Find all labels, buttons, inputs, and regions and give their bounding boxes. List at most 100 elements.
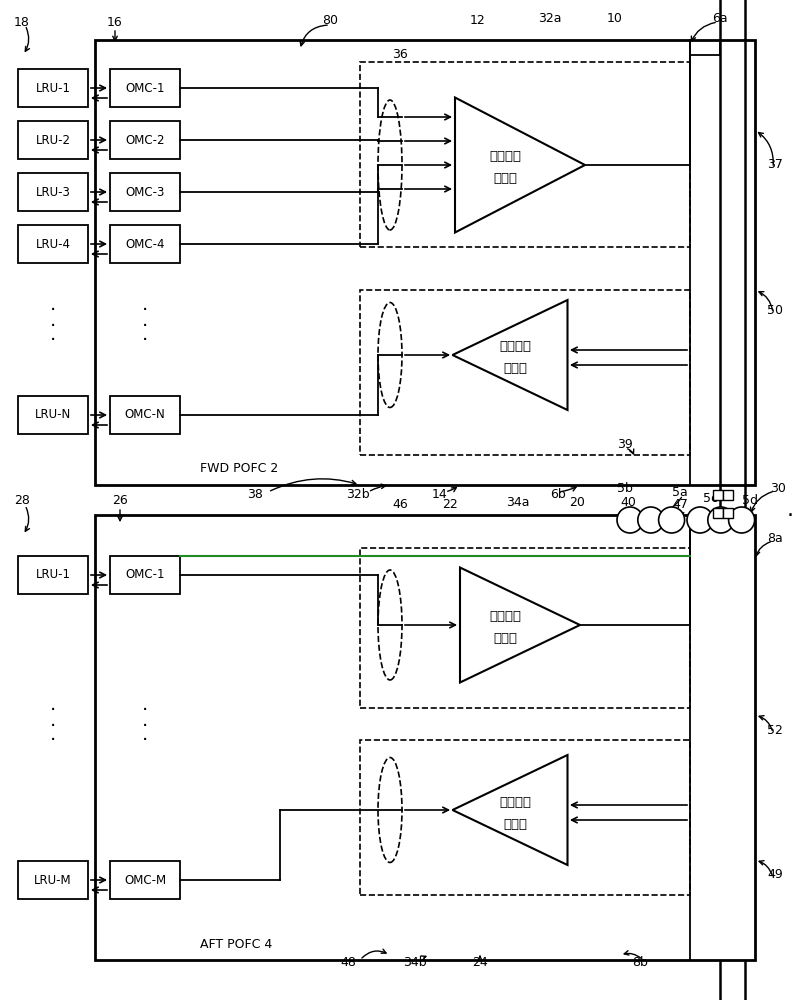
Text: OMC-2: OMC-2 bbox=[126, 133, 165, 146]
Text: 49: 49 bbox=[767, 868, 783, 882]
Text: .: . bbox=[142, 696, 148, 714]
Text: 6b: 6b bbox=[550, 488, 566, 500]
Text: 发射光学: 发射光学 bbox=[489, 610, 521, 624]
Text: 50: 50 bbox=[767, 304, 783, 316]
Bar bbox=[723, 490, 733, 500]
Text: 52: 52 bbox=[767, 724, 783, 736]
Text: .: . bbox=[142, 710, 148, 730]
Polygon shape bbox=[452, 755, 568, 865]
Text: LRU-3: LRU-3 bbox=[35, 186, 71, 198]
Text: 5a: 5a bbox=[672, 486, 688, 498]
Text: 混合器: 混合器 bbox=[503, 818, 527, 830]
Text: 16: 16 bbox=[107, 15, 123, 28]
Text: .: . bbox=[142, 726, 148, 744]
Circle shape bbox=[729, 507, 754, 533]
Bar bbox=[18, 556, 88, 594]
Text: 12: 12 bbox=[470, 13, 486, 26]
Bar bbox=[713, 508, 723, 518]
Text: .: . bbox=[142, 310, 148, 330]
Text: 40: 40 bbox=[620, 496, 636, 510]
Bar bbox=[18, 861, 88, 899]
Bar bbox=[18, 121, 88, 159]
Text: OMC-1: OMC-1 bbox=[126, 82, 165, 95]
Text: 26: 26 bbox=[112, 493, 128, 506]
Bar bbox=[110, 861, 180, 899]
Text: .: . bbox=[50, 310, 56, 330]
Text: 47: 47 bbox=[672, 498, 688, 512]
Text: .: . bbox=[142, 296, 148, 314]
Text: OMC-1: OMC-1 bbox=[126, 568, 165, 582]
Text: AFT POFC 4: AFT POFC 4 bbox=[200, 938, 272, 952]
Text: 接收光学: 接收光学 bbox=[499, 340, 531, 354]
Bar bbox=[360, 290, 690, 455]
Polygon shape bbox=[455, 98, 585, 232]
Bar bbox=[110, 173, 180, 211]
Text: LRU-1: LRU-1 bbox=[35, 82, 71, 95]
Bar bbox=[18, 225, 88, 263]
Text: .: . bbox=[50, 710, 56, 730]
Bar bbox=[18, 173, 88, 211]
Polygon shape bbox=[452, 300, 568, 410]
Bar bbox=[110, 121, 180, 159]
Text: 39: 39 bbox=[617, 438, 633, 452]
Bar bbox=[360, 62, 690, 247]
Text: 46: 46 bbox=[392, 498, 408, 512]
Circle shape bbox=[687, 507, 713, 533]
Text: 37: 37 bbox=[767, 158, 783, 172]
Text: OMC-3: OMC-3 bbox=[126, 186, 165, 198]
Text: .: . bbox=[50, 326, 56, 344]
Text: 22: 22 bbox=[442, 498, 458, 512]
Text: 混合器: 混合器 bbox=[493, 172, 517, 186]
Text: .: . bbox=[786, 500, 794, 520]
Text: LRU-M: LRU-M bbox=[34, 874, 72, 886]
Text: 20: 20 bbox=[569, 496, 585, 510]
Text: OMC-N: OMC-N bbox=[125, 408, 165, 422]
Text: 34a: 34a bbox=[506, 496, 530, 510]
Text: 接收光学: 接收光学 bbox=[499, 796, 531, 808]
Polygon shape bbox=[460, 568, 580, 682]
Text: .: . bbox=[142, 326, 148, 344]
Text: 36: 36 bbox=[392, 48, 408, 62]
Text: 34b: 34b bbox=[403, 956, 427, 970]
Text: 30: 30 bbox=[770, 482, 786, 494]
Circle shape bbox=[708, 507, 734, 533]
Bar bbox=[95, 515, 755, 960]
Text: OMC-M: OMC-M bbox=[124, 874, 166, 886]
Bar bbox=[723, 508, 733, 518]
Text: 5d: 5d bbox=[742, 493, 758, 506]
Bar bbox=[110, 396, 180, 434]
Text: LRU-1: LRU-1 bbox=[35, 568, 71, 582]
Text: 80: 80 bbox=[322, 13, 338, 26]
Text: .: . bbox=[50, 296, 56, 314]
Text: 5c: 5c bbox=[703, 491, 717, 504]
Text: 6a: 6a bbox=[712, 11, 728, 24]
Circle shape bbox=[658, 507, 684, 533]
Text: 32a: 32a bbox=[539, 11, 562, 24]
Text: 24: 24 bbox=[472, 956, 488, 970]
Text: LRU-2: LRU-2 bbox=[35, 133, 71, 146]
Text: LRU-4: LRU-4 bbox=[35, 237, 71, 250]
Text: LRU-N: LRU-N bbox=[35, 408, 71, 422]
Text: FWD POFC 2: FWD POFC 2 bbox=[200, 462, 279, 475]
Bar bbox=[18, 69, 88, 107]
Bar bbox=[713, 490, 723, 500]
Bar bbox=[95, 40, 755, 485]
Text: 28: 28 bbox=[14, 493, 30, 506]
Bar bbox=[360, 740, 690, 895]
Text: 混合器: 混合器 bbox=[503, 362, 527, 375]
Text: 38: 38 bbox=[247, 488, 263, 500]
Circle shape bbox=[638, 507, 664, 533]
Bar bbox=[110, 225, 180, 263]
Text: .: . bbox=[50, 696, 56, 714]
Text: 18: 18 bbox=[14, 15, 30, 28]
Text: 10: 10 bbox=[607, 11, 623, 24]
Bar bbox=[18, 396, 88, 434]
Text: 48: 48 bbox=[340, 956, 356, 970]
Bar bbox=[110, 556, 180, 594]
Text: 32b: 32b bbox=[346, 488, 369, 500]
Circle shape bbox=[617, 507, 643, 533]
Text: 8a: 8a bbox=[767, 532, 783, 544]
Text: .: . bbox=[50, 726, 56, 744]
Text: 8b: 8b bbox=[632, 956, 648, 970]
Text: 发射光学: 发射光学 bbox=[489, 150, 521, 163]
